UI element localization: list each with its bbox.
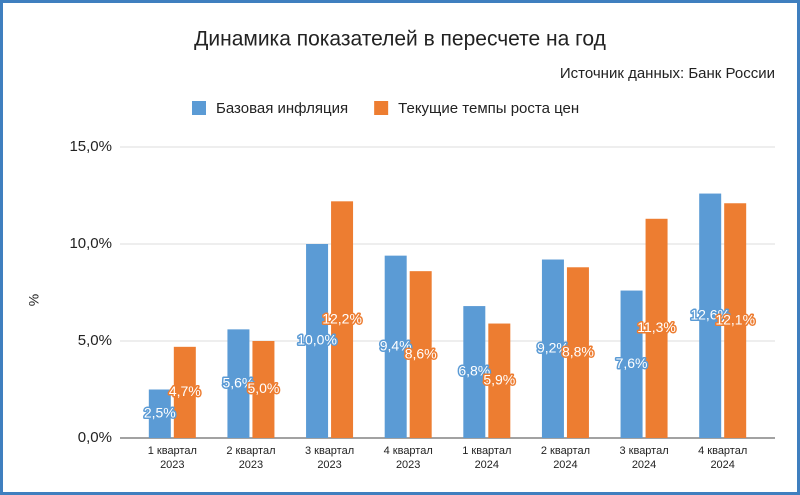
value-label: 5,0% bbox=[247, 380, 279, 396]
bar bbox=[463, 306, 486, 438]
bar bbox=[409, 271, 432, 438]
value-label: 2,5% bbox=[144, 404, 176, 420]
value-label: 8,8% bbox=[562, 343, 594, 359]
value-label: 5,9% bbox=[483, 371, 515, 387]
x-tick-label: 4 квартал bbox=[384, 445, 433, 457]
x-tick-label: 2023 bbox=[160, 459, 184, 471]
y-axis-label: % bbox=[26, 294, 42, 306]
x-tick-label: 4 квартал bbox=[698, 445, 747, 457]
y-tick-label: 10,0% bbox=[69, 235, 112, 252]
chart-title: Динамика показателей в пересчете на год bbox=[194, 28, 606, 51]
value-label: 9,2% bbox=[537, 339, 569, 355]
x-tick-label: 2024 bbox=[475, 459, 499, 471]
value-label: 12,6% bbox=[690, 306, 730, 322]
value-label: 4,7% bbox=[169, 383, 201, 399]
x-tick-label: 3 квартал bbox=[619, 445, 668, 457]
y-tick-label: 15,0% bbox=[69, 138, 112, 155]
value-label: 7,6% bbox=[616, 355, 648, 371]
bar bbox=[252, 341, 275, 438]
value-label: 9,4% bbox=[380, 338, 412, 354]
y-tick-label: 5,0% bbox=[78, 332, 112, 349]
bar bbox=[227, 329, 250, 438]
x-tick-label: 2 квартал bbox=[226, 445, 275, 457]
legend-swatch bbox=[374, 101, 389, 115]
bar bbox=[724, 203, 747, 438]
bar bbox=[620, 290, 643, 438]
bar bbox=[331, 201, 354, 438]
bar bbox=[306, 244, 329, 438]
bar bbox=[541, 259, 564, 438]
value-label: 12,1% bbox=[715, 311, 755, 327]
bar bbox=[148, 389, 171, 438]
x-tick-label: 2023 bbox=[317, 459, 341, 471]
bar bbox=[488, 323, 511, 438]
value-label: 11,3% bbox=[637, 319, 676, 335]
y-tick-label: 0,0% bbox=[78, 429, 112, 446]
bar bbox=[645, 218, 668, 438]
value-label: 6,8% bbox=[458, 363, 490, 379]
x-tick-label: 2024 bbox=[632, 459, 656, 471]
bar bbox=[384, 255, 407, 438]
bar bbox=[699, 193, 722, 438]
x-tick-label: 2023 bbox=[396, 459, 420, 471]
x-tick-label: 1 квартал bbox=[148, 445, 197, 457]
x-tick-label: 2 квартал bbox=[541, 445, 590, 457]
x-tick-label: 2024 bbox=[553, 459, 577, 471]
chart-subtitle: Источник данных: Банк России bbox=[560, 65, 775, 82]
legend-label: Базовая инфляция bbox=[216, 100, 348, 117]
value-label: 8,6% bbox=[405, 345, 437, 361]
bar bbox=[566, 267, 589, 438]
legend-swatch bbox=[192, 101, 206, 115]
value-label: 10,0% bbox=[297, 332, 337, 348]
x-tick-label: 3 квартал bbox=[305, 445, 354, 457]
bar bbox=[173, 346, 196, 438]
x-tick-label: 2024 bbox=[710, 459, 734, 471]
x-tick-label: 2023 bbox=[239, 459, 263, 471]
x-tick-label: 1 квартал bbox=[462, 445, 511, 457]
legend-label: Текущие темпы роста цен bbox=[398, 100, 579, 117]
value-label: 5,6% bbox=[222, 374, 254, 390]
value-label: 12,2% bbox=[322, 310, 362, 326]
